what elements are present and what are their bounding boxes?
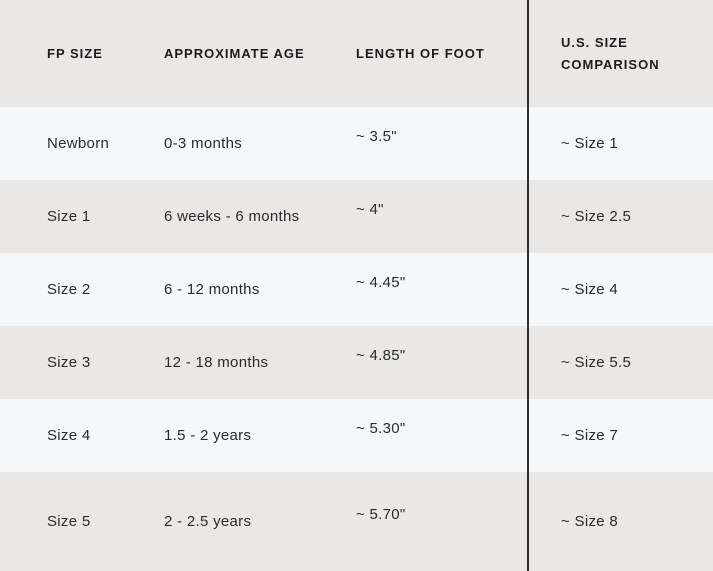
- cell-fp-size: Size 3: [47, 354, 91, 371]
- table-row-newborn: Newborn 0-3 months ~ 3.5" ~ Size 1: [0, 107, 713, 180]
- header-us-size-comparison: U.S. SIZE COMPARISON: [528, 0, 713, 107]
- cell-length-of-foot: ~ 4": [356, 201, 384, 218]
- table-row-size-2: Size 2 6 - 12 months ~ 4.45" ~ Size 4: [0, 253, 713, 326]
- header-us-size-line1: U.S. SIZE: [561, 34, 628, 50]
- cell-length-of-foot: ~ 5.30": [356, 420, 406, 437]
- table-row-size-4: Size 4 1.5 - 2 years ~ 5.30" ~ Size 7: [0, 399, 713, 472]
- table-row-size-5: Size 5 2 - 2.5 years ~ 5.70" ~ Size 8: [0, 472, 713, 571]
- cell-length-of-foot: ~ 4.85": [356, 347, 406, 364]
- header-length-of-foot: LENGTH OF FOOT: [356, 46, 485, 61]
- cell-fp-size: Newborn: [47, 135, 110, 152]
- table-header-row: FP SIZE APPROXIMATE AGE LENGTH OF FOOT U…: [0, 0, 713, 107]
- cell-us-size: ~ Size 1: [561, 135, 619, 152]
- cell-approximate-age: 12 - 18 months: [164, 354, 269, 371]
- cell-fp-size: Size 4: [47, 427, 91, 444]
- cell-fp-size: Size 2: [47, 281, 91, 298]
- table-row-size-1: Size 1 6 weeks - 6 months ~ 4" ~ Size 2.…: [0, 180, 713, 253]
- cell-approximate-age: 6 weeks - 6 months: [164, 208, 300, 225]
- cell-fp-size: Size 5: [47, 513, 91, 530]
- cell-length-of-foot: ~ 4.45": [356, 274, 406, 291]
- column-divider-line: [527, 0, 529, 571]
- cell-length-of-foot: ~ 5.70": [356, 506, 406, 523]
- header-approximate-age: APPROXIMATE AGE: [164, 46, 305, 61]
- cell-approximate-age: 0-3 months: [164, 135, 243, 152]
- cell-fp-size: Size 1: [47, 208, 91, 225]
- header-fp-size: FP SIZE: [47, 46, 103, 61]
- table-row-size-3: Size 3 12 - 18 months ~ 4.85" ~ Size 5.5: [0, 326, 713, 399]
- cell-approximate-age: 1.5 - 2 years: [164, 427, 252, 444]
- cell-us-size: ~ Size 7: [561, 427, 619, 444]
- cell-approximate-age: 2 - 2.5 years: [164, 513, 252, 530]
- header-us-size-line2: COMPARISON: [561, 56, 660, 72]
- cell-approximate-age: 6 - 12 months: [164, 281, 260, 298]
- cell-length-of-foot: ~ 3.5": [356, 128, 397, 145]
- cell-us-size: ~ Size 5.5: [561, 354, 632, 371]
- cell-us-size: ~ Size 8: [561, 513, 619, 530]
- cell-us-size: ~ Size 4: [561, 281, 619, 298]
- cell-us-size: ~ Size 2.5: [561, 208, 632, 225]
